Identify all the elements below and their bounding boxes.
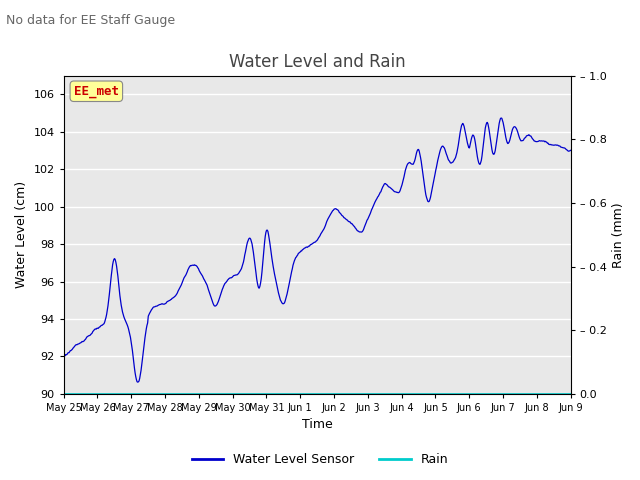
Legend: Water Level Sensor, Rain: Water Level Sensor, Rain: [187, 448, 453, 471]
X-axis label: Time: Time: [301, 419, 333, 432]
Title: Water Level and Rain: Water Level and Rain: [229, 53, 405, 72]
Y-axis label: Water Level (cm): Water Level (cm): [15, 181, 28, 288]
Y-axis label: Rain (mm): Rain (mm): [612, 202, 625, 267]
Text: EE_met: EE_met: [74, 85, 119, 98]
Text: No data for EE Staff Gauge: No data for EE Staff Gauge: [6, 14, 175, 27]
